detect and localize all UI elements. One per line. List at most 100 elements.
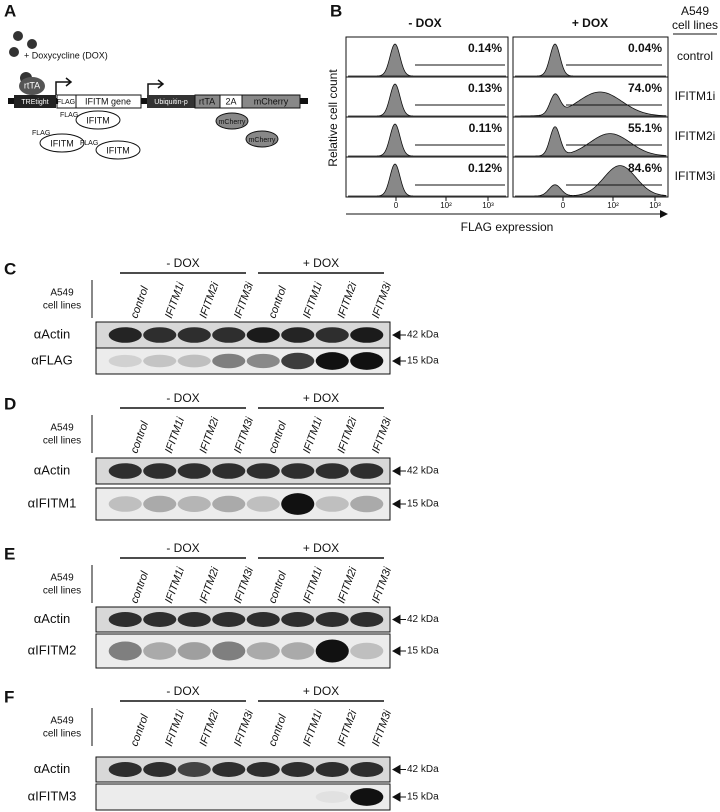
band	[281, 762, 315, 777]
lane-label: IFITM2i	[336, 565, 360, 605]
band	[212, 495, 246, 513]
band	[143, 762, 177, 777]
histogram-box	[345, 156, 509, 198]
histogram	[515, 126, 667, 157]
rtta-label: rtTA	[24, 80, 40, 90]
band	[212, 762, 246, 777]
band	[177, 762, 211, 777]
group-header: + DOX	[303, 541, 339, 555]
lane-label: IFITM2i	[336, 708, 360, 748]
x-tick-label: 0	[394, 201, 399, 210]
band	[177, 327, 211, 343]
cell-lines-label: cell lines	[43, 436, 81, 447]
group-header: - DOX	[166, 256, 199, 270]
ifitm-label: IFITM	[50, 138, 74, 148]
antibody-label: αActin	[34, 761, 70, 776]
band	[246, 496, 280, 512]
band	[315, 496, 349, 512]
band	[108, 762, 142, 777]
x-tick-label: 10²	[440, 201, 452, 210]
gate-percentage: 0.04%	[628, 41, 662, 55]
cell-lines-label: A549	[50, 716, 74, 727]
cell-lines-label: A549	[50, 423, 74, 434]
marker-arrow	[391, 356, 406, 366]
lane-label: IFITM1i	[301, 565, 325, 605]
antibody-label: αFLAG	[31, 352, 72, 367]
mcherry-protein	[245, 130, 279, 148]
row-label: IFITM2i	[675, 129, 716, 143]
column-header: - DOX	[408, 16, 441, 30]
cell-lines-header: cell lines	[672, 18, 718, 32]
dox-molecule	[13, 31, 23, 41]
band	[246, 762, 280, 777]
band	[246, 353, 280, 369]
lane-label: IFITM2i	[198, 280, 222, 320]
lane-label: control	[267, 419, 290, 455]
marker-label: 42 kDa	[407, 764, 439, 775]
group-header: - DOX	[166, 684, 199, 698]
band	[281, 642, 315, 660]
marker-label: 15 kDa	[407, 499, 439, 510]
lane-label: IFITM3i	[232, 280, 256, 320]
band	[350, 495, 384, 513]
mcherry-product-label: mCherry	[249, 137, 276, 144]
cell-lines-label: cell lines	[43, 586, 81, 597]
marker-label: 42 kDa	[407, 330, 439, 341]
band	[281, 612, 315, 627]
x-axis-label: FLAG expression	[461, 220, 554, 234]
lane-label: IFITM1i	[301, 708, 325, 748]
band	[315, 327, 349, 343]
band	[246, 612, 280, 627]
marker-arrow	[391, 646, 406, 656]
promoter-arrow	[147, 79, 165, 95]
histogram	[348, 123, 506, 157]
gate-percentage: 84.6%	[628, 161, 662, 175]
lane-label: control	[267, 712, 290, 748]
lane-label: IFITM2i	[198, 708, 222, 748]
group-header: + DOX	[303, 684, 339, 698]
marker-arrow	[391, 466, 406, 476]
lane-label: IFITM2i	[336, 280, 360, 320]
gene-box	[75, 94, 142, 109]
flag-tag: FLAG	[80, 140, 98, 147]
blot-background	[95, 487, 391, 521]
row-label: IFITM1i	[675, 89, 716, 103]
panel-label: D	[4, 394, 16, 413]
band	[350, 762, 384, 777]
lane-label: IFITM3i	[232, 708, 256, 748]
marker-label: 15 kDa	[407, 792, 439, 803]
band	[108, 641, 142, 661]
promoter-box	[14, 95, 56, 108]
marker-arrow	[391, 764, 406, 775]
cell-lines-label: cell lines	[43, 301, 81, 312]
gate-percentage: 0.13%	[468, 81, 502, 95]
band	[281, 327, 315, 343]
marker-label: 15 kDa	[407, 356, 439, 367]
promoter-label: TREtight	[21, 99, 48, 106]
lane-label: IFITM3i	[370, 280, 394, 320]
marker-arrow	[391, 499, 406, 509]
rtta-box-label: rtTA	[199, 96, 215, 106]
lane-label: IFITM3i	[370, 565, 394, 605]
band	[143, 354, 177, 368]
band	[143, 327, 177, 343]
lane-label: IFITM3i	[370, 415, 394, 455]
ifitm-label: IFITM	[106, 145, 130, 155]
flag-tag: FLAG	[32, 130, 50, 137]
row-label: IFITM3i	[675, 169, 716, 183]
panel-a: A + Doxycycline (DOX) rtTA TREtight FLAG…	[4, 1, 308, 160]
histogram	[515, 43, 666, 77]
band	[350, 352, 384, 370]
antibody-label: αIFITM1	[28, 495, 77, 510]
lane-label: IFITM2i	[198, 565, 222, 605]
band	[350, 612, 384, 627]
band	[281, 493, 315, 515]
band	[315, 762, 349, 777]
gate-percentage: 55.1%	[628, 121, 662, 135]
band	[177, 496, 211, 512]
lane-label: control	[129, 419, 152, 455]
band	[143, 495, 177, 513]
band	[315, 639, 349, 663]
band	[177, 354, 211, 368]
